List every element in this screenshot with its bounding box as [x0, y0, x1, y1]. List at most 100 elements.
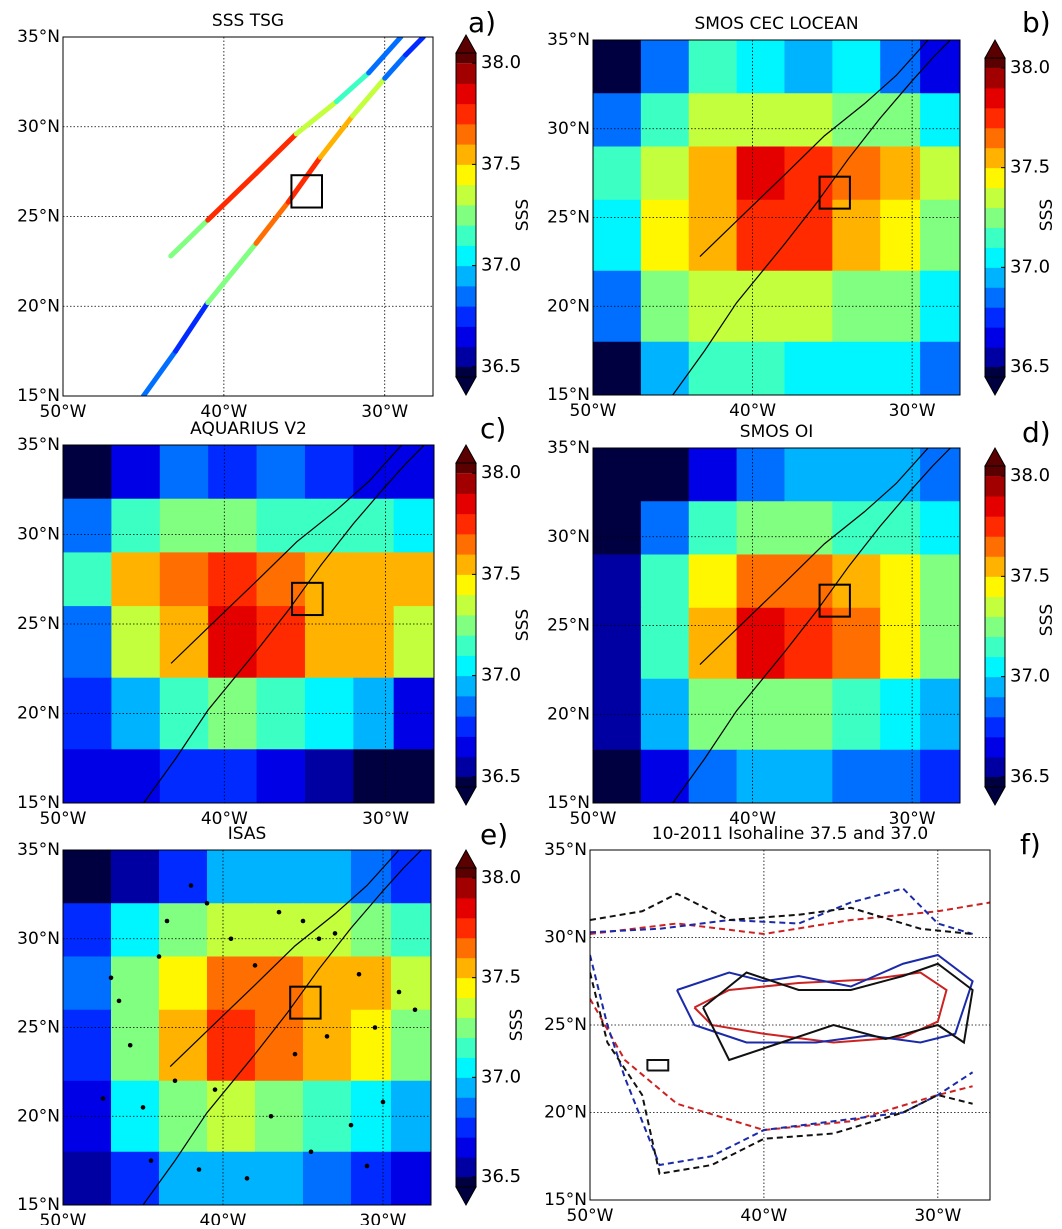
heat-cell [111, 445, 161, 500]
heat-cell [111, 552, 161, 607]
plot-area [63, 37, 433, 396]
isohaline [590, 901, 990, 1132]
y-tick-label: 35°N [547, 30, 590, 50]
y-tick-label: 25°N [544, 1015, 587, 1035]
heat-cell [353, 498, 395, 553]
colorbar-level [456, 513, 476, 535]
colorbar-level [985, 327, 1005, 348]
heat-cell [159, 903, 208, 957]
heat-cell [255, 1009, 304, 1082]
x-tick-label: 50°W [570, 809, 617, 829]
panel-label: b) [1022, 6, 1051, 39]
colorbar-level [456, 346, 476, 368]
colorbar-tick-label: 37.0 [1010, 256, 1050, 277]
track-line [143, 445, 425, 803]
heat-cell [832, 40, 881, 94]
track-segment [366, 37, 404, 76]
heat-cell [391, 1009, 431, 1082]
colorbar-level [985, 616, 1005, 638]
heat-cell [593, 448, 642, 502]
colorbar-level [985, 247, 1005, 268]
track-line [699, 40, 929, 257]
heat-cell [391, 1080, 431, 1153]
colorbar-frame [455, 867, 477, 1188]
colorbar-level [456, 877, 476, 899]
heat-cell [207, 850, 256, 904]
heat-cell [880, 93, 921, 147]
heat-cell [640, 40, 690, 94]
colorbar-level [456, 63, 476, 84]
y-tick-label: 15°N [544, 1190, 587, 1210]
heat-cell [351, 956, 392, 1011]
heat-cell [351, 903, 392, 957]
colorbar-level [456, 285, 476, 307]
y-tick-label: 20°N [544, 1103, 587, 1123]
track-line [169, 850, 400, 1067]
colorbar-level [985, 716, 1005, 738]
heat-cell [593, 554, 642, 609]
heat-cell [159, 1151, 208, 1205]
heat-cell [736, 341, 785, 395]
colorbar-arrow-bottom [984, 786, 1006, 807]
float-point [380, 1099, 386, 1105]
heat-cell [880, 749, 921, 803]
colorbar-level [456, 736, 476, 758]
panel-label: e) [480, 818, 508, 851]
isohaline [676, 953, 974, 1044]
heat-cell [640, 607, 690, 680]
heat-cell [159, 498, 209, 553]
heat-cell [832, 146, 881, 201]
colorbar-fill-high [985, 58, 1005, 68]
x-tick-label: 30°W [362, 809, 409, 829]
y-tick-label: 20°N [547, 704, 590, 724]
heat-cell [880, 199, 921, 272]
float-point [244, 1176, 250, 1181]
heat-cell [159, 552, 209, 607]
chart-title: SMOS OI [740, 422, 813, 442]
float-point [324, 1034, 330, 1039]
heat-cell [593, 607, 642, 680]
heat-cell [593, 93, 642, 147]
heat-cell [593, 40, 642, 94]
heat-cell [353, 552, 395, 607]
heat-cell [688, 341, 738, 395]
region-box [818, 175, 851, 210]
colorbar-label: SSS [513, 609, 533, 641]
colorbar-tick-label: 36.5 [481, 1166, 521, 1187]
heat-cell [832, 501, 881, 555]
colorbar-level [456, 245, 476, 267]
heat-cell [640, 199, 690, 272]
heat-cell [111, 1009, 160, 1082]
heat-cell [920, 554, 960, 609]
colorbar-level [985, 207, 1005, 228]
colorbar-arrow-top [984, 446, 1006, 467]
plot-area [63, 445, 434, 803]
track-segment [205, 170, 259, 223]
y-tick-label: 30°N [17, 117, 60, 137]
colorbar-level [456, 614, 476, 636]
track-segment [403, 37, 426, 58]
colorbar-fill-low [456, 366, 476, 377]
y-tick-label: 15°N [547, 385, 590, 405]
float-point [364, 1163, 370, 1169]
heat-cell [353, 677, 395, 750]
y-tick-label: 30°N [544, 928, 587, 948]
heat-cell [784, 749, 833, 803]
colorbar-tick-label: 37.0 [481, 665, 521, 686]
y-tick-label: 25°N [547, 616, 590, 636]
colorbar-fill-low [985, 776, 1005, 787]
x-tick-label: 40°W [201, 809, 248, 829]
float-point [212, 1087, 218, 1092]
colorbar-level [985, 696, 1005, 718]
heat-cell [208, 749, 258, 803]
x-tick-label: 40°W [200, 402, 247, 422]
colorbar-tick-label: 36.5 [481, 766, 521, 787]
y-tick-label: 20°N [17, 1106, 60, 1126]
colorbar-level [985, 187, 1005, 209]
heat-cell [393, 445, 434, 500]
float-point [276, 909, 282, 915]
plot-bg [63, 37, 433, 396]
track-segment [382, 52, 409, 81]
isohaline [590, 887, 974, 1167]
colorbar-level [985, 167, 1005, 189]
